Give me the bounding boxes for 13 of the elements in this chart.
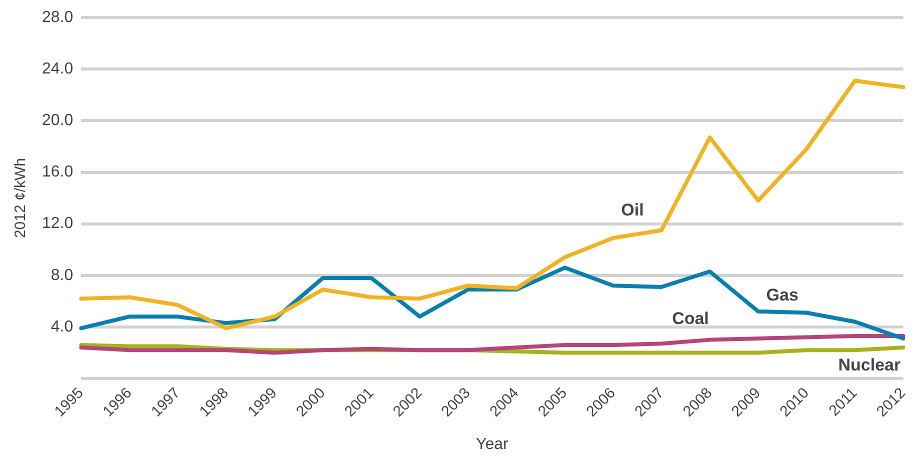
y-tick-label: 20.0 xyxy=(42,112,74,130)
y-tick-label: 24.0 xyxy=(42,60,74,78)
series-label: Gas xyxy=(766,286,798,305)
y-tick-label: 16.0 xyxy=(42,164,74,181)
y-tick-label: 28.0 xyxy=(42,9,74,26)
x-axis-title: Year xyxy=(476,436,510,453)
y-tick-label: 8.0 xyxy=(50,266,74,284)
series-label: Coal xyxy=(672,308,709,328)
y-tick-label: 4.0 xyxy=(50,318,74,336)
series-label: Oil xyxy=(621,200,644,220)
y-axis-title: 2012 ¢/kWh xyxy=(12,158,30,238)
y-tick-label: 12.0 xyxy=(42,215,74,232)
series-label: Nuclear xyxy=(838,355,901,374)
